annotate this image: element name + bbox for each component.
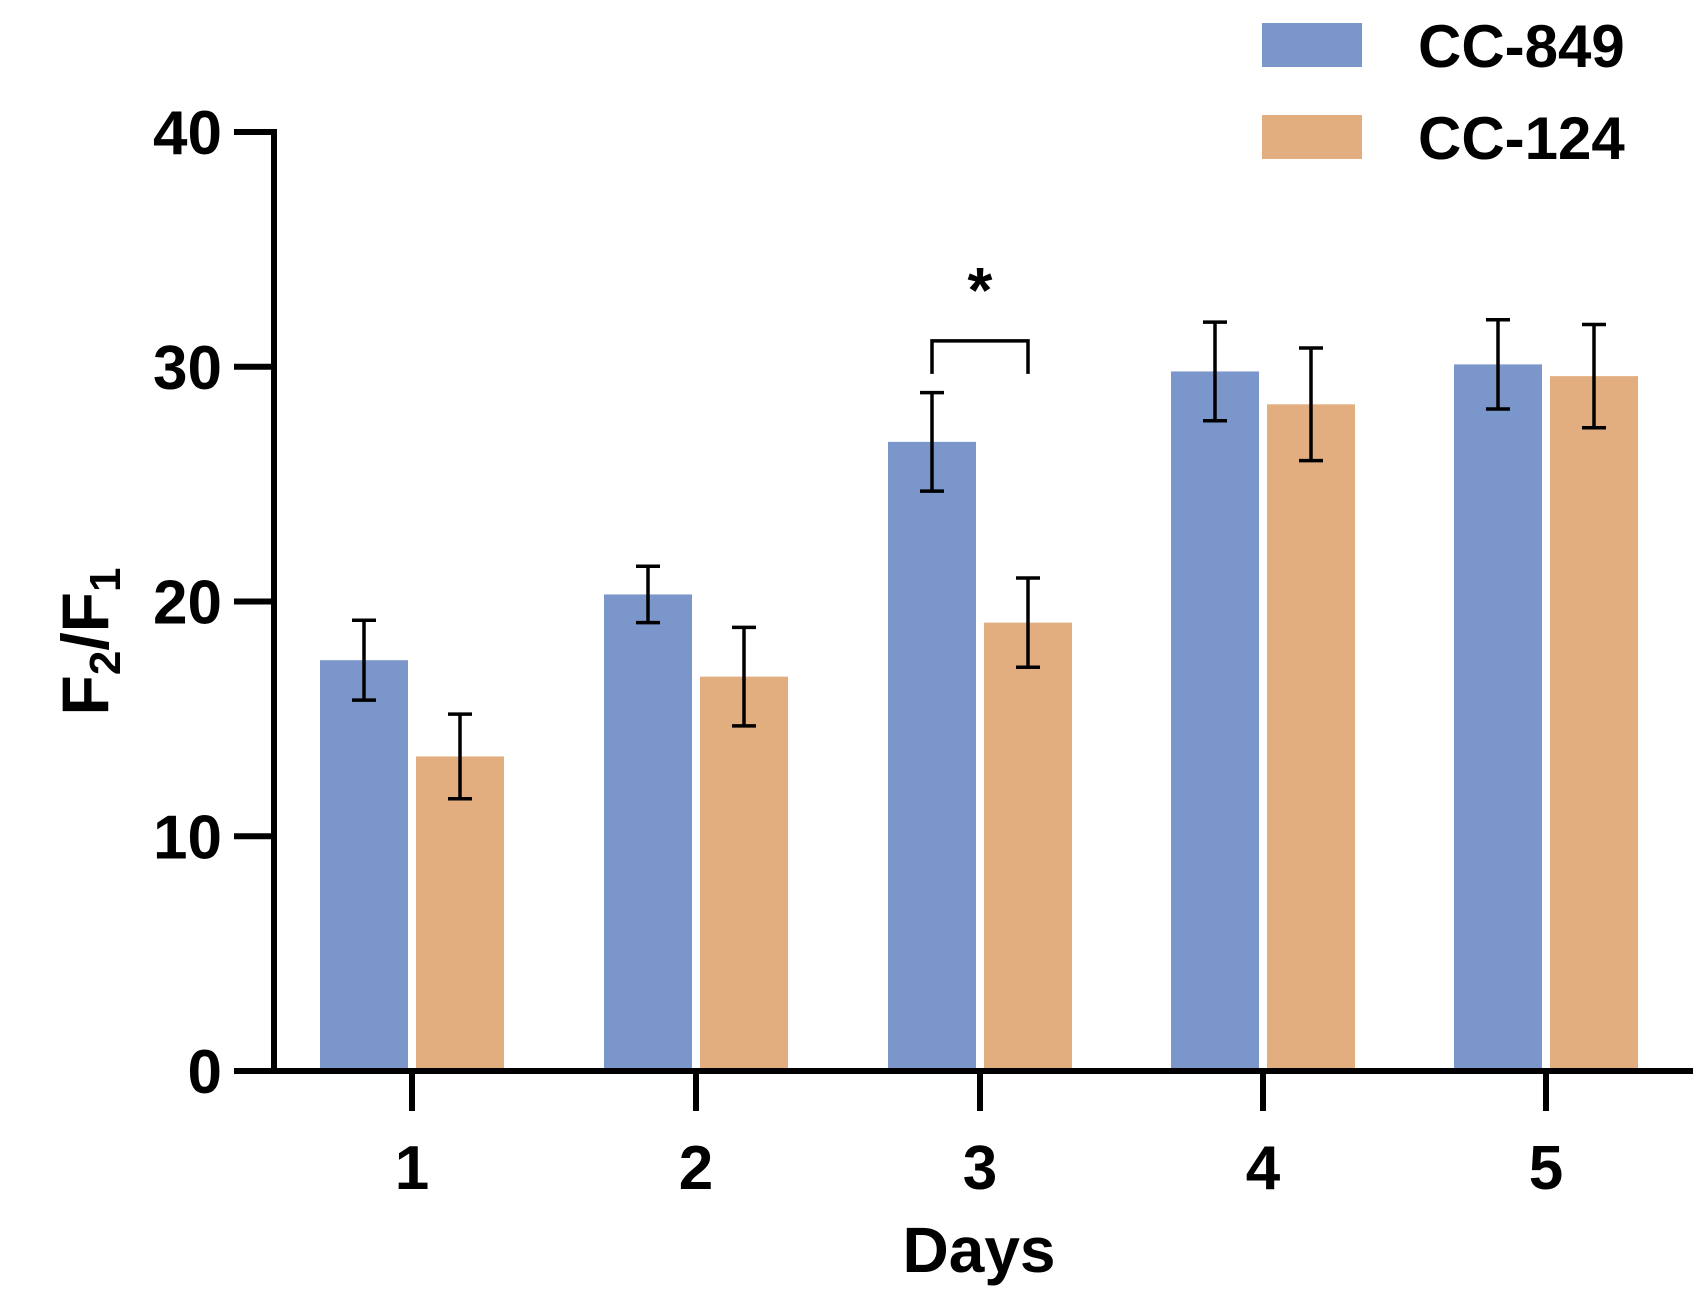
y-title-den-sub: 1 xyxy=(81,568,130,592)
y-tick-label: 40 xyxy=(153,99,222,168)
error-bar-cc-849-day-3 xyxy=(920,390,944,493)
error-bar-cc-124-day-3 xyxy=(1016,576,1040,669)
y-title-base: F xyxy=(48,675,122,715)
svg-text:F2/F1: F2/F1 xyxy=(48,568,130,716)
x-tick-label: 4 xyxy=(1246,1134,1281,1203)
bar-cc-124-day-3 xyxy=(984,622,1072,1071)
x-tick-label: 3 xyxy=(963,1134,997,1203)
bar-cc-124-day-4 xyxy=(1267,404,1355,1071)
error-bar-cc-124-day-1 xyxy=(448,712,472,801)
bar-cc-849-day-3 xyxy=(888,441,976,1071)
significance-layer: * xyxy=(930,254,1030,374)
y-axis-title: F2/F1 xyxy=(48,568,130,716)
y-title-sep: /F xyxy=(48,592,122,651)
legend-swatch-cc-849 xyxy=(1262,23,1362,67)
bar-cc-849-day-4 xyxy=(1171,371,1259,1071)
x-tick-label: 2 xyxy=(679,1134,713,1203)
bar-cc-849-day-5 xyxy=(1454,364,1542,1072)
bar-cc-124-day-2 xyxy=(700,676,788,1071)
error-bar-cc-124-day-4 xyxy=(1299,346,1323,463)
x-tick-label: 1 xyxy=(395,1134,429,1203)
y-tick-label: 0 xyxy=(188,1038,222,1107)
error-bar-cc-849-day-4 xyxy=(1203,320,1227,423)
error-bar-cc-849-day-5 xyxy=(1486,318,1510,411)
y-title-num-sub: 2 xyxy=(81,651,130,675)
error-bar-cc-124-day-2 xyxy=(732,625,756,728)
bar-cc-124-day-5 xyxy=(1550,376,1638,1071)
error-bars-layer xyxy=(352,318,1606,801)
legend: CC-849 CC-124 xyxy=(1262,13,1625,172)
significance-star: * xyxy=(968,254,993,326)
y-tick-label: 20 xyxy=(153,569,222,638)
error-bar-cc-849-day-1 xyxy=(352,618,376,702)
error-bar-cc-124-day-5 xyxy=(1582,322,1606,430)
legend-label-cc-124: CC-124 xyxy=(1418,105,1625,172)
y-tick-label: 30 xyxy=(153,334,222,403)
y-ticks: 0 10 20 30 40 xyxy=(153,99,274,1107)
legend-label-cc-849: CC-849 xyxy=(1418,13,1625,80)
y-tick-label: 10 xyxy=(153,803,222,872)
significance-bracket xyxy=(930,339,1030,374)
bars-layer xyxy=(320,364,1638,1072)
x-axis-title: Days xyxy=(903,1214,1056,1286)
bar-cc-849-day-2 xyxy=(604,594,692,1071)
error-bar-cc-849-day-2 xyxy=(636,564,660,625)
bar-cc-849-day-1 xyxy=(320,660,408,1071)
bar-cc-124-day-1 xyxy=(416,756,504,1071)
legend-swatch-cc-124 xyxy=(1262,115,1362,159)
x-ticks: 1 2 3 4 5 xyxy=(395,1071,1563,1203)
x-tick-label: 5 xyxy=(1529,1134,1563,1203)
